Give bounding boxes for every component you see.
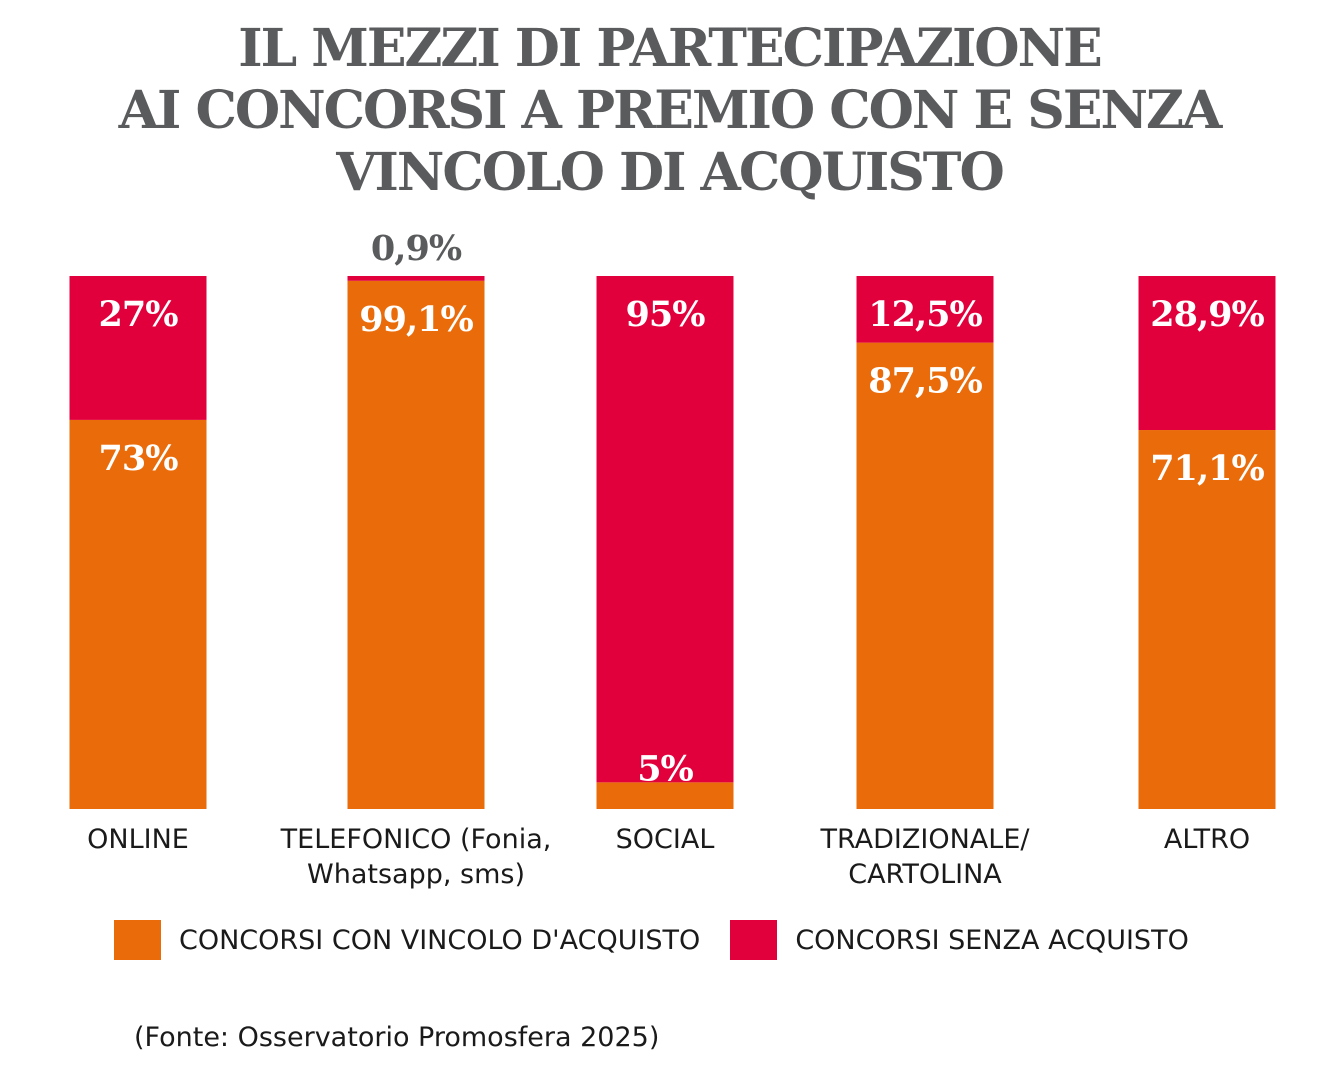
legend-label-senza-acquisto: CONCORSI SENZA ACQUISTO bbox=[795, 924, 1189, 956]
value-label-telefonico-fonia-senza-acquisto: 0,9% bbox=[371, 228, 462, 269]
value-label-online-senza-acquisto: 27% bbox=[99, 294, 179, 335]
category-label-online: ONLINE bbox=[87, 824, 189, 855]
category-label-altro: ALTRO bbox=[1164, 824, 1250, 855]
value-label-tradizionale-senza-acquisto: 12,5% bbox=[868, 294, 982, 335]
legend-swatch-senza-acquisto bbox=[730, 920, 778, 960]
category-label-social: SOCIAL bbox=[616, 824, 715, 855]
legend: CONCORSI CON VINCOLO D'ACQUISTO CONCORSI… bbox=[114, 920, 1219, 960]
title-line-3: VINCOLO DI ACQUISTO bbox=[336, 142, 1005, 203]
category-label-tradizionale-line-2: CARTOLINA bbox=[848, 859, 1002, 890]
category-label-tradizionale-line-1: TRADIZIONALE/ bbox=[820, 824, 1031, 855]
source-note: (Fonte: Osservatorio Promosfera 2025) bbox=[134, 1022, 660, 1053]
title-line-1: IL MEZZI DI PARTECIPAZIONE bbox=[238, 18, 1102, 79]
bar-telefonico-fonia-con-vincolo bbox=[347, 280, 485, 809]
legend-item-con-vincolo: CONCORSI CON VINCOLO D'ACQUISTO bbox=[114, 920, 700, 960]
bar-social-senza-acquisto bbox=[596, 276, 734, 783]
bar-social-con-vincolo bbox=[596, 782, 734, 809]
value-label-online-con-vincolo: 73% bbox=[99, 438, 179, 479]
bar-altro-senza-acquisto bbox=[1138, 276, 1276, 431]
chart-title: IL MEZZI DI PARTECIPAZIONE AI CONCORSI A… bbox=[0, 18, 1339, 204]
value-label-altro-senza-acquisto: 28,9% bbox=[1150, 294, 1264, 335]
value-label-telefonico-fonia-con-vincolo: 99,1% bbox=[359, 299, 473, 340]
bar-online-senza-acquisto bbox=[69, 276, 207, 420]
legend-swatch-con-vincolo bbox=[114, 920, 161, 960]
category-label-telefonico-fonia-line-1: TELEFONICO (Fonia, bbox=[280, 824, 552, 855]
bar-telefonico-fonia-senza-acquisto bbox=[347, 276, 485, 281]
category-label-telefonico-fonia-line-2: Whatsapp, sms) bbox=[307, 859, 525, 890]
legend-label-con-vincolo: CONCORSI CON VINCOLO D'ACQUISTO bbox=[179, 924, 701, 956]
legend-item-senza-acquisto: CONCORSI SENZA ACQUISTO bbox=[730, 920, 1189, 960]
stacked-bar-chart: 73% 27% ONLINE 99,1% 0,9% TELEFONICO (Fonia, W… bbox=[69, 228, 1276, 890]
value-label-tradizionale-con-vincolo: 87,5% bbox=[868, 361, 982, 402]
bar-tradizionale-senza-acquisto bbox=[856, 276, 994, 343]
bar-altro-con-vincolo bbox=[1138, 430, 1276, 809]
bar-tradizionale-con-vincolo bbox=[856, 342, 994, 809]
value-label-social-senza-acquisto: 95% bbox=[626, 294, 706, 335]
value-label-altro-con-vincolo: 71,1% bbox=[1150, 448, 1264, 489]
value-label-social-con-vincolo: 5% bbox=[637, 748, 693, 789]
bar-online-con-vincolo bbox=[69, 419, 207, 809]
title-line-2: AI CONCORSI A PREMIO CON E SENZA bbox=[118, 80, 1223, 141]
